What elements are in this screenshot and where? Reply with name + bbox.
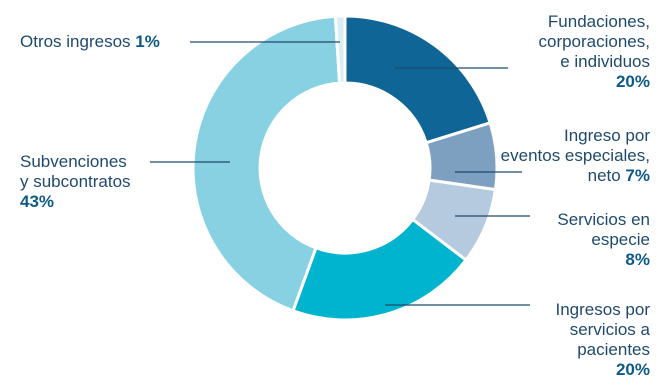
label-fundaciones-line-1: Fundaciones, [547, 12, 650, 31]
label-fundaciones: Fundaciones, corporaciones, e individuos… [538, 12, 650, 92]
donut-slice-5 [191, 14, 342, 313]
label-pacientes-pct: 20% [615, 360, 650, 379]
label-subvenciones: Subvenciones y subcontratos 43% [20, 152, 131, 212]
label-subvenciones-line-1: Subvenciones [20, 152, 127, 171]
label-eventos-line-3: neto [587, 166, 626, 185]
donut-slice-6 [333, 14, 347, 85]
label-pacientes: Ingresos por servicios a pacientes 20% [556, 300, 651, 380]
label-eventos-line-2: eventos especiales, [500, 146, 650, 165]
label-otros-pct: 1% [135, 32, 160, 51]
label-eventos: Ingreso por eventos especiales, neto 7% [501, 126, 650, 186]
label-subvenciones-pct: 43% [20, 192, 55, 211]
label-otros-ingresos: Otros ingresos 1% [20, 32, 160, 52]
label-pacientes-line-3: pacientes [577, 340, 650, 359]
label-subvenciones-line-2: y subcontratos [20, 172, 131, 191]
label-especie-pct: 8% [625, 250, 650, 269]
label-eventos-line-1: Ingreso por [564, 126, 650, 145]
leader-lines [150, 41, 530, 306]
label-eventos-pct: 7% [625, 166, 650, 185]
label-fundaciones-line-3: e individuos [560, 52, 650, 71]
label-otros-text: Otros ingresos [20, 32, 136, 51]
label-especie-line-1: Servicios en [557, 210, 650, 229]
label-fundaciones-pct: 20% [615, 72, 650, 91]
donut-slice-1 [343, 14, 493, 145]
label-especie: Servicios en especie 8% [557, 210, 650, 270]
label-especie-line-2: especie [591, 230, 650, 249]
label-pacientes-line-1: Ingresos por [555, 300, 651, 319]
donut-slices [191, 14, 499, 322]
label-pacientes-line-2: servicios a [569, 320, 650, 339]
label-fundaciones-line-2: corporaciones, [538, 32, 650, 51]
